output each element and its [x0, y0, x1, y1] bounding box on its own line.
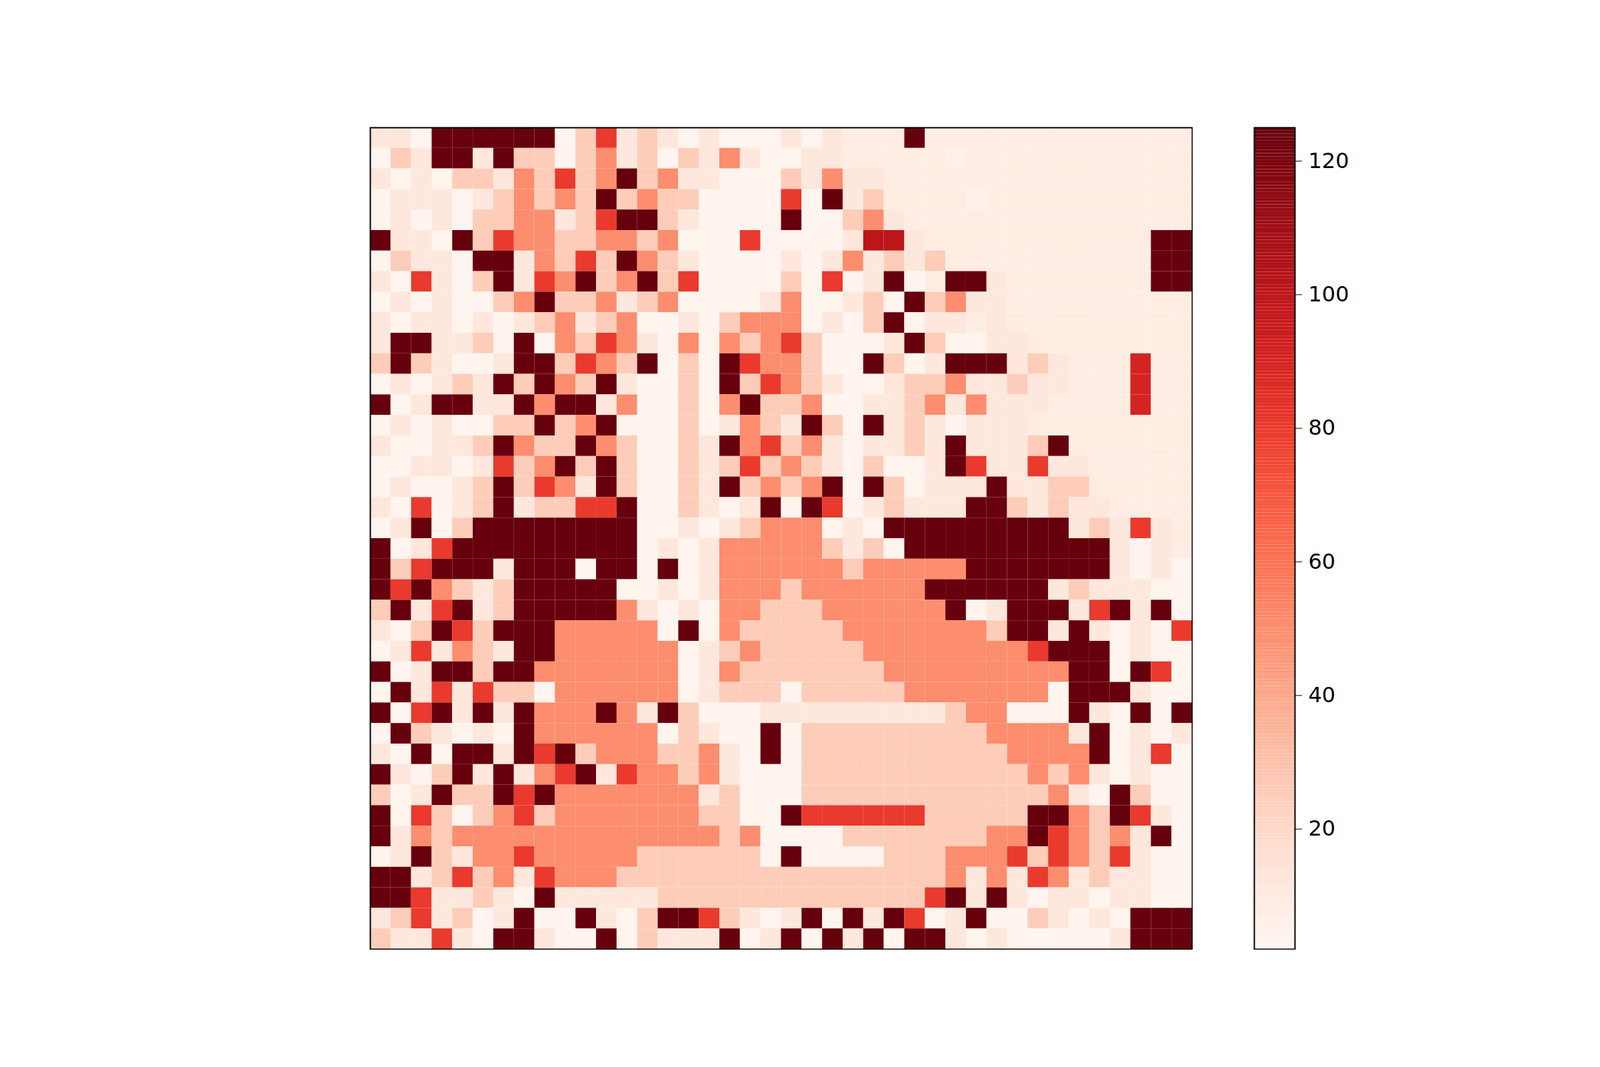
svg-text:120: 120 [1308, 148, 1350, 174]
svg-text:60: 60 [1308, 548, 1336, 574]
svg-text:40: 40 [1308, 682, 1336, 708]
svg-text:20: 20 [1308, 815, 1336, 841]
svg-text:100: 100 [1308, 281, 1350, 307]
svg-text:80: 80 [1308, 414, 1336, 440]
